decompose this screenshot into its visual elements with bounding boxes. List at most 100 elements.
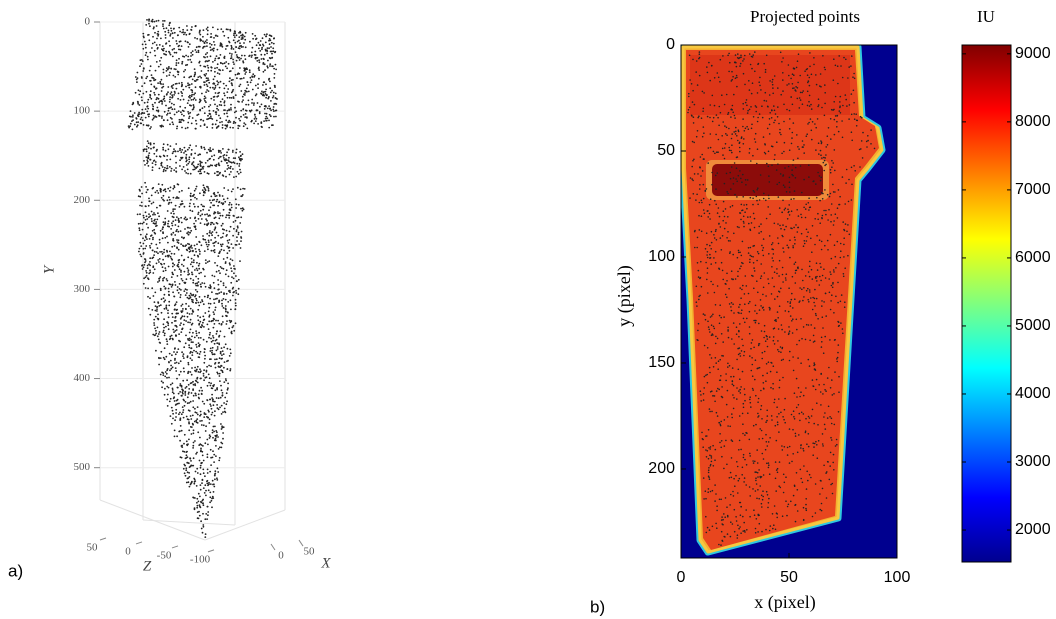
point xyxy=(750,247,752,249)
point xyxy=(839,101,841,103)
point xyxy=(179,383,181,385)
point xyxy=(178,197,180,199)
point xyxy=(842,221,844,223)
point xyxy=(821,241,823,243)
point xyxy=(228,157,230,159)
point xyxy=(707,251,709,253)
point xyxy=(747,412,749,414)
point xyxy=(739,268,741,270)
point xyxy=(128,125,130,127)
point xyxy=(185,216,187,218)
point xyxy=(768,253,770,255)
point xyxy=(779,129,781,131)
point xyxy=(716,505,718,507)
point xyxy=(224,170,226,172)
point xyxy=(173,75,175,77)
point xyxy=(767,338,769,340)
point xyxy=(698,323,700,325)
point xyxy=(149,25,151,27)
point xyxy=(176,128,178,130)
point xyxy=(741,255,743,257)
point xyxy=(218,162,220,164)
point xyxy=(739,440,741,442)
point xyxy=(711,65,713,67)
point xyxy=(810,238,812,240)
point xyxy=(763,337,765,339)
point xyxy=(729,150,731,152)
point xyxy=(223,346,225,348)
point xyxy=(183,409,185,411)
point xyxy=(226,320,228,322)
point xyxy=(820,280,822,282)
point xyxy=(812,442,814,444)
point xyxy=(819,493,821,495)
point xyxy=(269,34,271,36)
point xyxy=(751,222,753,224)
point xyxy=(213,486,215,488)
point xyxy=(171,103,173,105)
point xyxy=(202,455,204,457)
point xyxy=(217,235,219,237)
point xyxy=(181,457,183,459)
point xyxy=(198,218,200,220)
point xyxy=(744,322,746,324)
point xyxy=(771,81,773,83)
point xyxy=(212,432,214,434)
point xyxy=(224,361,226,363)
point xyxy=(204,484,206,486)
point xyxy=(740,449,742,451)
point xyxy=(702,136,704,138)
point xyxy=(822,275,824,277)
point xyxy=(777,87,779,89)
point xyxy=(180,274,182,276)
point xyxy=(195,393,197,395)
point xyxy=(755,320,757,322)
point xyxy=(178,93,180,95)
point xyxy=(782,90,784,92)
point xyxy=(707,450,709,452)
point xyxy=(741,474,743,476)
point xyxy=(207,296,209,298)
point xyxy=(713,326,715,328)
point xyxy=(226,126,228,128)
point xyxy=(137,72,139,74)
point xyxy=(757,514,759,516)
point xyxy=(192,341,194,343)
point xyxy=(759,77,761,79)
point xyxy=(171,168,173,170)
point xyxy=(155,330,157,332)
point xyxy=(146,233,148,235)
point xyxy=(736,157,738,159)
point xyxy=(735,178,737,180)
point xyxy=(692,160,694,162)
point xyxy=(229,264,231,266)
point xyxy=(207,115,209,117)
point xyxy=(857,120,859,122)
point xyxy=(762,250,764,252)
point xyxy=(145,235,147,237)
point xyxy=(235,305,237,307)
point xyxy=(215,85,217,87)
point xyxy=(163,357,165,359)
point xyxy=(744,130,746,132)
point xyxy=(217,63,219,65)
point xyxy=(211,414,213,416)
point xyxy=(207,511,209,513)
point xyxy=(829,339,831,341)
point xyxy=(834,244,836,246)
point xyxy=(232,67,234,69)
point xyxy=(757,117,759,119)
point xyxy=(204,214,206,216)
point xyxy=(223,367,225,369)
point xyxy=(165,306,167,308)
point xyxy=(139,242,141,244)
point xyxy=(183,99,185,101)
point xyxy=(207,85,209,87)
point xyxy=(817,269,819,271)
point xyxy=(188,234,190,236)
point xyxy=(246,116,248,118)
point xyxy=(815,277,817,279)
point xyxy=(148,113,150,115)
point xyxy=(179,121,181,123)
point xyxy=(838,344,840,346)
